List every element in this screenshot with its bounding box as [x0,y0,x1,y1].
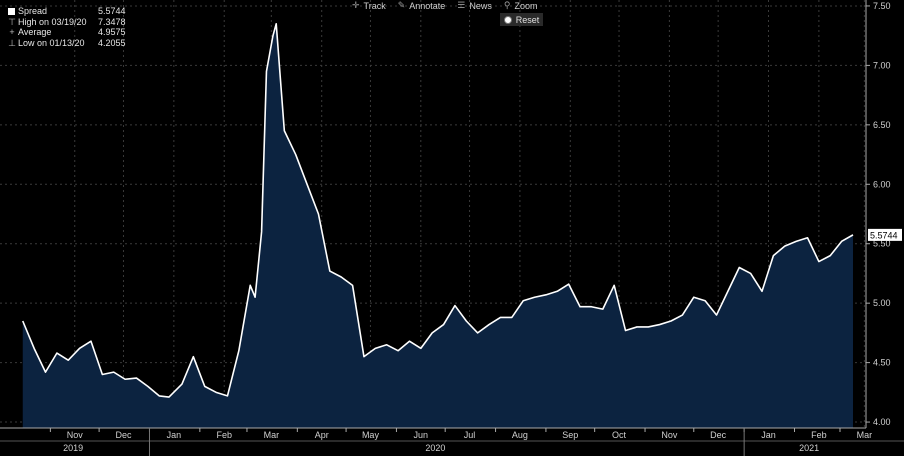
reset-icon [503,15,512,24]
annotate-label: Annotate [409,0,446,11]
x-tick-label: Aug [512,430,528,440]
x-tick-label: May [362,430,380,440]
pencil-icon: ✎ [397,0,406,10]
legend-value: 5.5744 [98,6,126,16]
legend-label: Average [18,27,52,37]
legend-row-spread: Spread 5.5744 [6,6,126,17]
high-marker-icon: ⊤ [8,16,16,27]
average-marker-icon: + [9,27,15,37]
zoom-label: Zoom [514,0,538,11]
track-button[interactable]: ✛ Track [352,0,386,11]
year-label: 2020 [425,443,445,453]
menu-icon: ☰ [457,0,466,10]
year-label: 2021 [799,443,819,453]
annotate-button[interactable]: ✎ Annotate [398,0,446,11]
y-tick-label: 4.50 [873,358,891,368]
legend-label: Low on 01/13/20 [18,37,85,48]
x-tick-label: Nov [67,430,84,440]
x-tick-label: Mar [857,430,873,440]
reset-button[interactable]: Reset [500,13,543,26]
zoom-button[interactable]: ⚲ Zoom [504,0,538,11]
news-label: News [469,0,492,11]
x-tick-label: Jan [761,430,776,440]
x-tick-label: Apr [315,430,329,440]
y-tick-label: 5.50 [873,239,891,249]
legend: Spread 5.5744 ⊤ High on 03/19/20 7.3478 … [6,6,126,48]
series-area [22,22,854,429]
y-tick-label: 4.00 [873,417,891,427]
series-line [22,22,854,398]
legend-value: 4.2055 [98,37,126,48]
x-tick-label: Feb [811,430,827,440]
news-button[interactable]: ☰ News [457,0,492,11]
x-tick-label: Dec [710,430,727,440]
legend-row-average: + Average 4.9575 [6,27,126,38]
x-tick-label: Jun [414,430,429,440]
track-label: Track [363,0,386,11]
y-tick-label: 6.00 [873,179,891,189]
legend-swatch [8,7,15,15]
x-tick-label: Sep [562,430,578,440]
last-value-box [868,228,902,241]
legend-row-high: ⊤ High on 03/19/20 7.3478 [6,16,126,28]
reset-label: Reset [515,14,540,25]
last-value-label: 5.5744 [870,230,898,240]
chart-toolbar: ✛ Track ✎ Annotate ☰ News ⚲ Zoom [352,0,538,11]
x-tick-label: Feb [216,430,232,440]
x-tick-label: Nov [661,430,678,440]
x-tick-label: Jan [167,430,182,440]
crosshair-icon: ✛ [352,0,360,10]
low-marker-icon: ⊥ [8,37,16,48]
x-tick-label: Dec [115,430,132,440]
y-tick-label: 5.00 [873,298,891,308]
legend-value: 7.3478 [98,16,126,27]
magnifier-icon: ⚲ [503,0,511,10]
legend-label: Spread [18,6,48,16]
x-tick-label: Jul [464,430,476,440]
y-tick-label: 7.50 [873,1,891,11]
y-tick-label: 7.00 [873,60,891,70]
x-tick-label: Mar [264,430,280,440]
legend-row-low: ⊥ Low on 01/13/20 4.2055 [6,37,126,49]
x-tick-label: Oct [612,430,627,440]
legend-value: 4.9575 [98,27,126,37]
legend-label: High on 03/19/20 [18,16,87,27]
y-tick-label: 6.50 [873,120,891,130]
year-label: 2019 [63,443,83,453]
